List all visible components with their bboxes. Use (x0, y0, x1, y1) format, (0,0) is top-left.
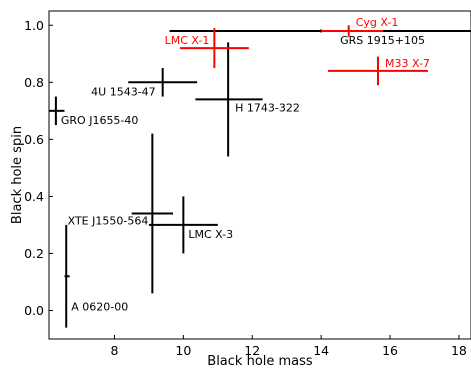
x-axis-label: Black hole mass (207, 354, 313, 369)
point-lmc-x-3: LMC X-3 (148, 196, 233, 254)
y-tick-label: 0.8 (24, 75, 44, 90)
point-label: XTE J1550-564 (68, 215, 149, 228)
x-tick-label: 18 (451, 343, 467, 358)
point-m33-x-7: M33 X-7 (328, 56, 430, 86)
point-label: LMC X-1 (165, 34, 210, 47)
point-h-1743-322: H 1743-322 (195, 42, 300, 157)
point-label: 4U 1543-47 (91, 85, 156, 98)
point-lmc-x-1: LMC X-1 (165, 28, 249, 69)
point-label: H 1743-322 (235, 101, 300, 114)
x-tick-label: 8 (110, 343, 118, 358)
point-a-0620-00: A 0620-00 (64, 224, 128, 328)
point-label: LMC X-3 (188, 228, 233, 241)
point-label: A 0620-00 (71, 300, 128, 313)
plot-frame (48, 10, 471, 340)
y-tick-label: 0.0 (24, 303, 44, 318)
point-label: GRO J1655-40 (61, 114, 139, 127)
y-tick-label: 0.2 (24, 246, 44, 261)
x-tick-label: 14 (313, 343, 329, 358)
y-tick-label: 0.6 (24, 132, 44, 147)
axis-ticks: 8 10 12 14 16 18 0.0 0.2 0.4 0.6 0.8 1.0 (24, 18, 467, 358)
x-tick-label: 12 (244, 343, 260, 358)
point-label: Cyg X-1 (356, 16, 399, 29)
point-label: M33 X-7 (385, 57, 430, 70)
y-axis-label: Black hole spin (10, 126, 25, 224)
point-cyg-x-1: Cyg X-1 (321, 16, 398, 37)
data-marks: GRO J1655-40 A 0620-00 4U 1543-47 XTE J1550… (49, 16, 471, 328)
x-tick-label: 10 (175, 343, 191, 358)
point-4u-1543-47: 4U 1543-47 (91, 68, 198, 98)
y-tick-label: 1.0 (24, 18, 44, 33)
x-tick-label: 16 (382, 343, 398, 358)
point-xte-j1550-564: XTE J1550-564 (68, 133, 174, 294)
y-tick-label: 0.4 (24, 189, 44, 204)
point-label: GRS 1915+105 (340, 34, 425, 47)
point-gro-j1655-40: GRO J1655-40 (49, 96, 139, 127)
